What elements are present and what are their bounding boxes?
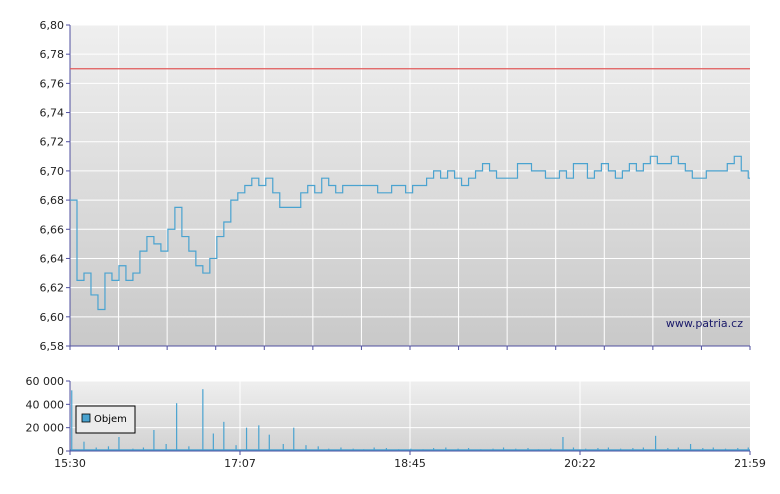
volume-bar [572,447,575,451]
volume-bar [142,447,145,451]
volume-bar [724,448,727,451]
volume-bar [245,427,248,451]
volume-bar [385,448,388,451]
price-series-line [70,155,750,311]
volume-bar [212,433,214,451]
volume-bar [457,448,459,451]
volume-bar [702,448,704,451]
price-y-tick-label: 6,58 [40,340,65,353]
volume-bar [432,448,435,451]
volume-bar [83,441,85,451]
volume-bar [527,448,529,451]
volume-bar [410,448,412,451]
watermark: www.patria.cz [666,317,743,330]
price-y-tick-label: 6,72 [40,136,65,149]
volume-bar [537,449,540,451]
volume-bar [328,448,330,451]
volume-bar [620,448,622,451]
price-y-tick-label: 6,76 [40,77,65,90]
volume-bar [467,448,470,451]
volume-bar [737,448,739,451]
volume-bar [655,435,657,451]
volume-bar [202,389,204,451]
volume-x-tick-label: 18:45 [394,457,426,470]
price-y-tick-label: 6,80 [40,19,65,32]
price-y-tick-label: 6,74 [40,107,65,120]
volume-bar [597,448,599,451]
volume-y-tick-label: 0 [57,445,64,458]
volume-x-tick-label: 17:07 [224,457,256,470]
price-panel: 6,58 6,60 6,62 6,64 6,66 6,68 6,70 6,72 6,74 6,76… [40,19,751,353]
volume-bar [95,447,97,451]
volume-bar [165,444,167,451]
price-y-axis: 6,58 6,60 6,62 6,64 6,66 6,68 6,70 6,72 6,74 6,76… [40,19,70,353]
volume-bar [445,447,447,451]
price-x-ticks [69,346,751,350]
volume-bar [502,447,505,451]
volume-y-tick-label: 60 000 [26,375,65,388]
price-y-tick-label: 6,60 [40,311,65,324]
volume-bars [70,389,750,451]
volume-bar [176,403,178,451]
volume-grid [70,380,750,452]
price-y-tick-label: 6,66 [40,223,65,236]
volume-bar [352,448,354,451]
volume-bar [132,448,134,451]
volume-bar [562,437,564,451]
price-y-tick-label: 6,78 [40,48,65,61]
volume-bar [632,448,634,451]
volume-bar [317,446,319,451]
volume-bar [373,447,375,451]
volume-bar [118,437,120,451]
volume-x-axis: 15:30 17:07 18:45 20:22 21:59 [54,451,766,470]
legend: Objem [75,405,136,434]
volume-bar [340,447,342,451]
volume-bar [258,425,260,451]
volume-panel: 0 20 000 40 000 60 000 15:30 17:07 18:45 20:22… [26,375,766,470]
volume-bar [422,449,424,451]
volume-bar [480,449,482,451]
volume-bar [585,448,587,451]
volume-x-tick-label: 15:30 [54,457,86,470]
volume-bar [153,430,155,451]
volume-bar [223,421,225,451]
volume-y-tick-label: 20 000 [26,422,65,435]
volume-bar [305,445,307,451]
volume-bar [515,448,517,451]
volume-bar [689,444,692,451]
volume-bar [492,448,494,451]
volume-bar [677,447,679,451]
volume-bar [398,449,400,451]
volume-bar [747,447,749,451]
volume-bar [235,445,237,451]
volume-x-tick-label: 21:59 [734,457,766,470]
volume-bar [363,449,365,451]
volume-bar [71,390,73,451]
price-grid [70,24,750,347]
volume-bar [667,448,669,451]
volume-y-axis: 0 20 000 40 000 60 000 [26,375,70,458]
legend-label: Objem [94,414,127,425]
volume-x-tick-label: 20:22 [564,457,596,470]
price-y-tick-label: 6,64 [40,252,65,265]
price-y-tick-label: 6,68 [40,194,65,207]
volume-bar [712,447,714,451]
volume-bar [550,448,552,451]
price-y-tick-label: 6,70 [40,165,65,178]
volume-bar [293,427,295,451]
price-y-tick-label: 6,62 [40,282,65,295]
volume-bar [107,446,110,451]
volume-bar [642,447,644,451]
legend-swatch [81,413,91,423]
volume-y-tick-label: 40 000 [26,398,65,411]
volume-bar [188,446,190,451]
volume-bar [282,444,284,451]
volume-bar [607,447,610,451]
volume-bar [268,434,270,451]
